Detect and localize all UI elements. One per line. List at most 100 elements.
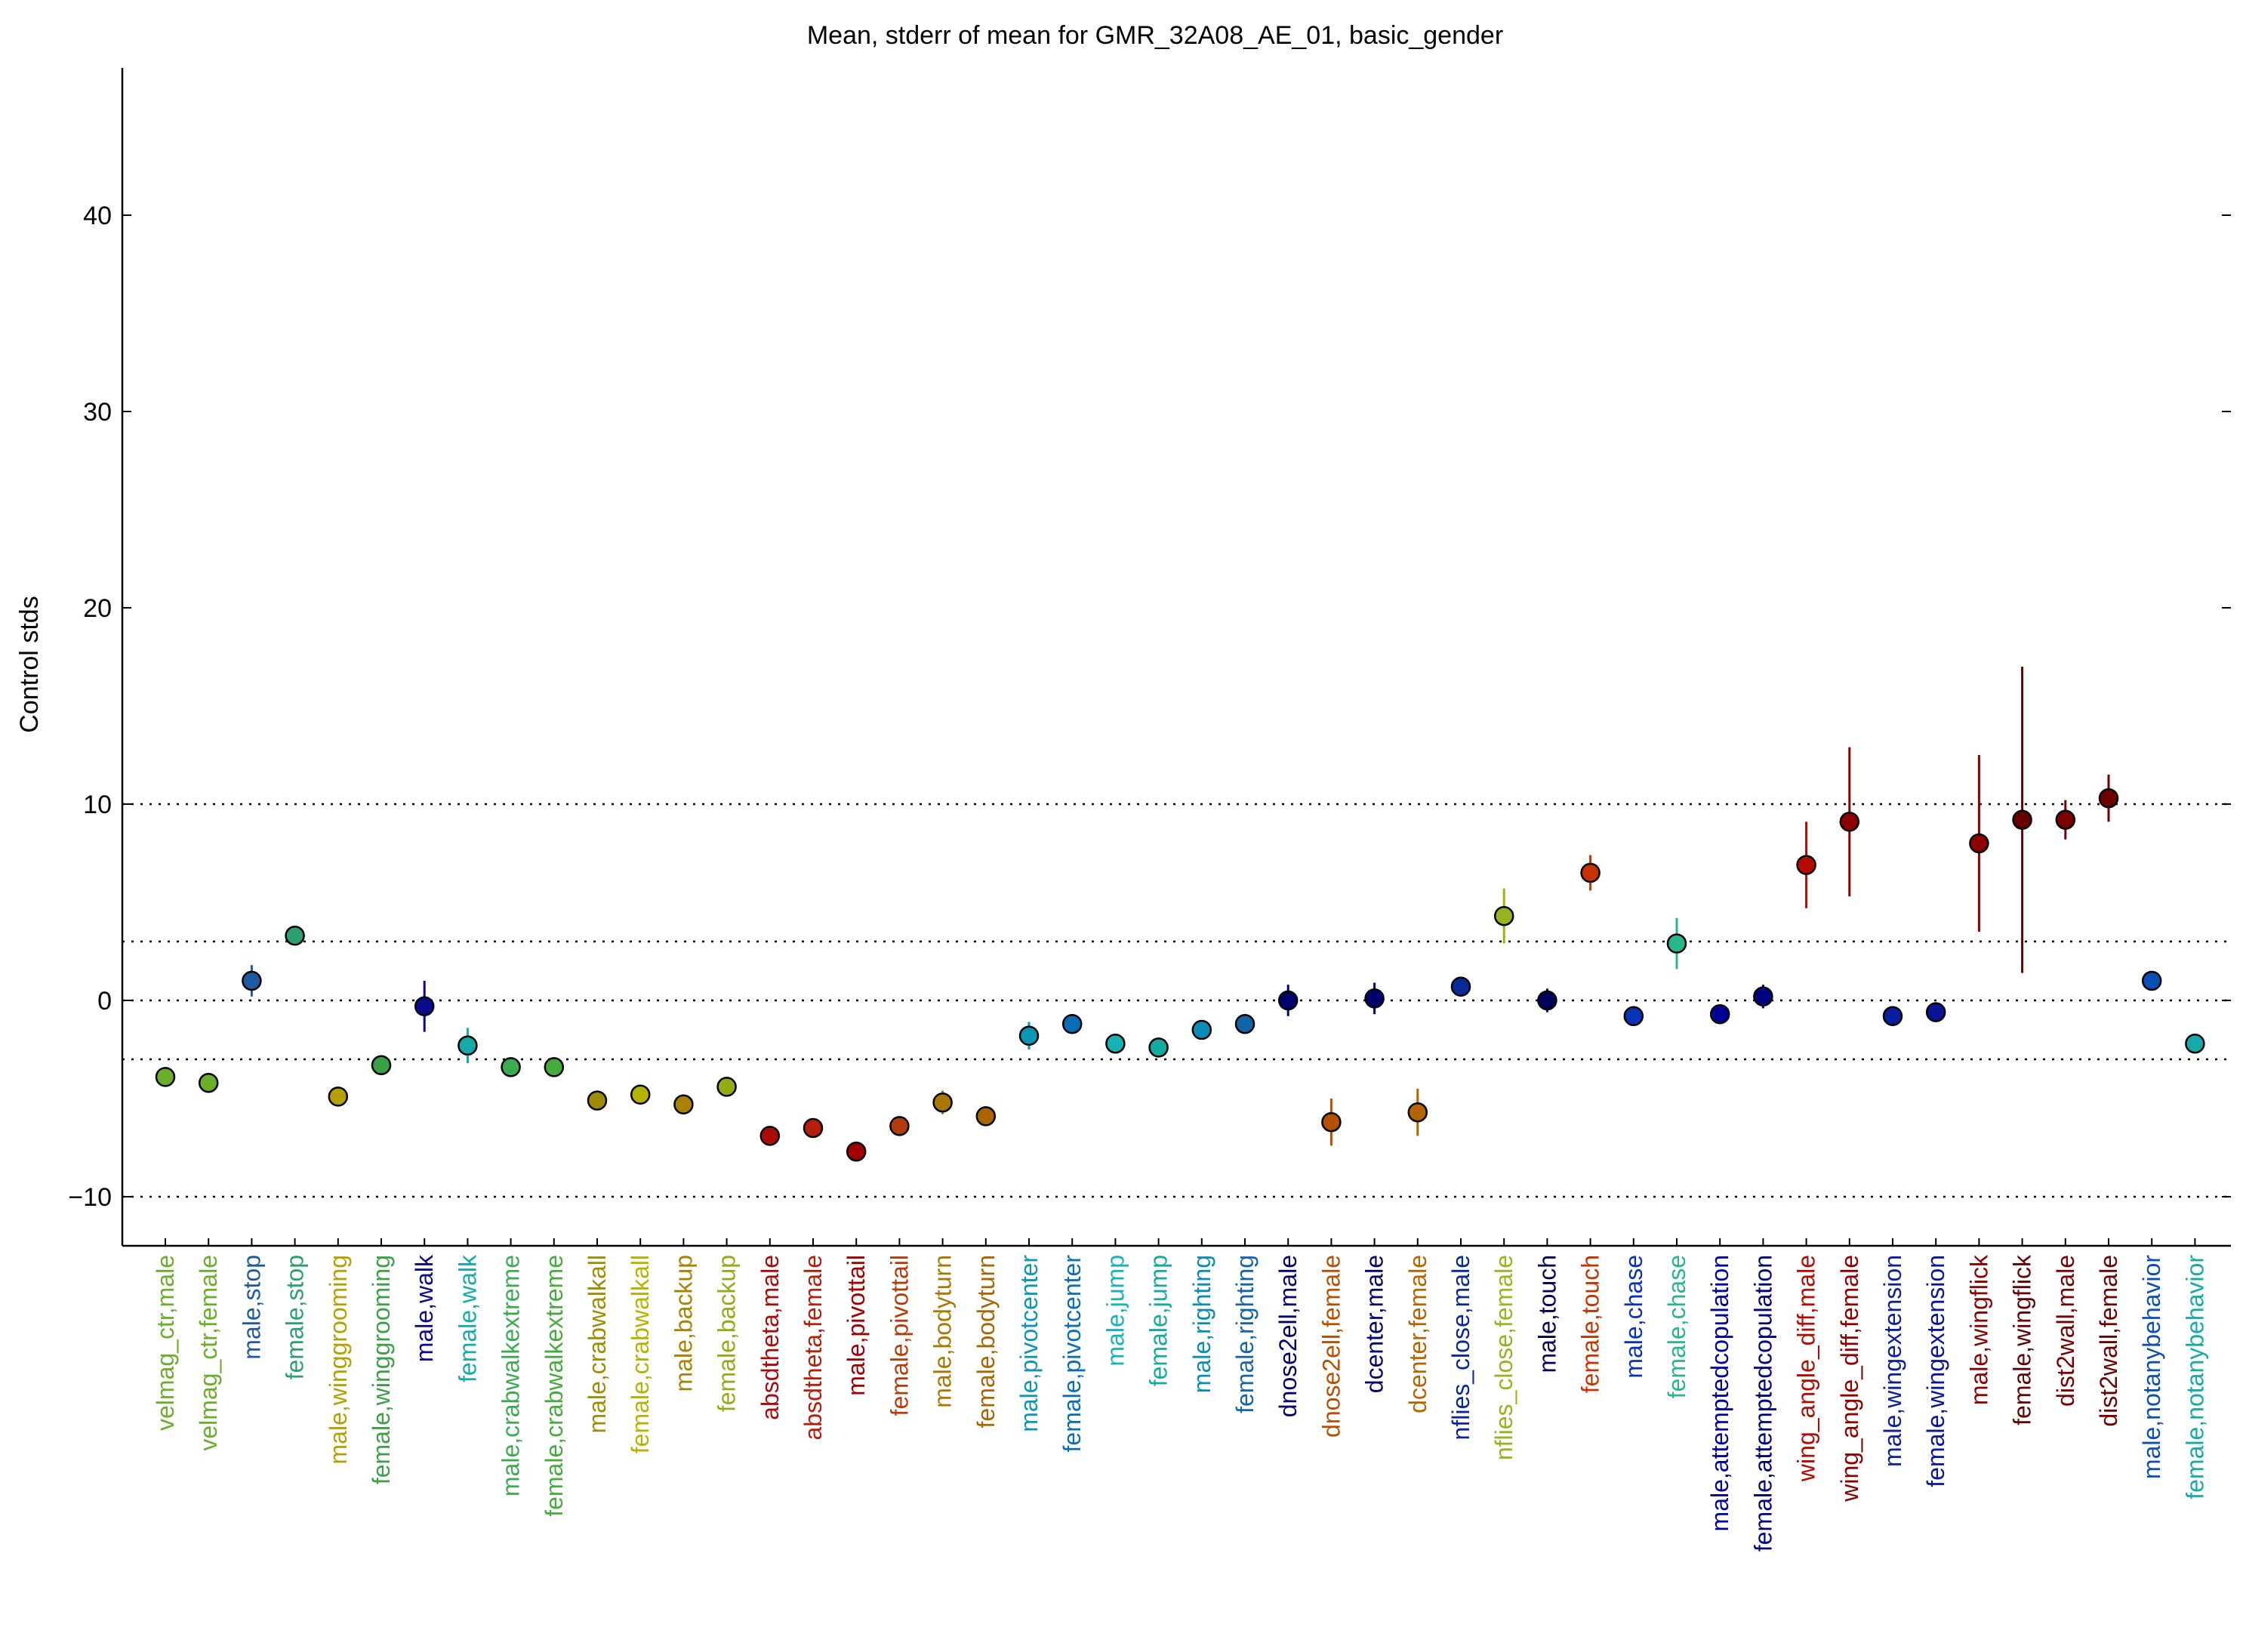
data-point — [1364, 988, 1385, 1009]
data-point — [2012, 809, 2032, 831]
x-tick-label: male,touch — [1533, 1255, 1560, 1373]
y-tick-label: 20 — [83, 594, 112, 623]
data-point — [1882, 1006, 1903, 1027]
data-point — [1925, 1002, 1946, 1022]
data-point — [1839, 812, 1860, 832]
data-point — [285, 925, 305, 946]
data-point — [328, 1086, 349, 1107]
x-tick-label: male,wingflick — [1965, 1254, 1992, 1405]
x-tick-label: female,chase — [1663, 1255, 1690, 1398]
x-tick-label: female,winggrooming — [368, 1255, 395, 1484]
data-point — [1277, 990, 1299, 1011]
data-point — [544, 1057, 565, 1077]
x-tick-label: male,jump — [1101, 1255, 1129, 1367]
data-point — [1709, 1003, 1730, 1025]
x-tick-label: female,pivotcenter — [1058, 1255, 1086, 1453]
x-tick-label: female,bodyturn — [972, 1255, 1000, 1428]
x-tick-label: velmag_ctr,female — [195, 1255, 222, 1451]
data-point — [587, 1090, 608, 1111]
data-point — [630, 1084, 651, 1105]
x-tick-label: dist2wall,female — [2095, 1255, 2122, 1427]
x-tick-label: dnose2ell,male — [1274, 1255, 1302, 1417]
x-tick-label: female,crabwalkall — [627, 1255, 654, 1453]
x-tick-label: female,attemptedcopulation — [1749, 1255, 1776, 1552]
x-tick-label: nflies_close,female — [1490, 1255, 1517, 1460]
data-point — [673, 1094, 694, 1115]
data-point — [242, 970, 262, 991]
x-tick-label: dist2wall,male — [2052, 1255, 2079, 1407]
data-point — [2141, 970, 2162, 991]
x-tick-label: female,notanybehavior — [2181, 1255, 2208, 1499]
y-tick-label: 0 — [97, 987, 112, 1016]
x-tick-label: dcenter,male — [1361, 1255, 1388, 1393]
data-point — [716, 1077, 737, 1097]
x-tick-label: female,pivottail — [886, 1255, 913, 1416]
x-tick-label: male,bodyturn — [929, 1255, 957, 1408]
data-point — [458, 1035, 478, 1056]
x-tick-label: female,stop — [282, 1255, 309, 1379]
x-tick-label: female,righting — [1231, 1255, 1259, 1413]
x-tick-label: male,crabwalkall — [584, 1255, 611, 1434]
data-point — [803, 1117, 824, 1139]
y-tick-label: −10 — [68, 1183, 112, 1212]
data-point — [2098, 787, 2119, 809]
data-point — [1321, 1111, 1342, 1133]
data-point — [1407, 1102, 1428, 1123]
data-point — [1666, 933, 1687, 954]
x-tick-label: female,jump — [1145, 1255, 1172, 1386]
data-point — [1191, 1019, 1212, 1040]
x-tick-label: male,walk — [411, 1254, 438, 1362]
x-tick-label: male,attemptedcopulation — [1706, 1255, 1733, 1531]
data-point — [501, 1057, 521, 1077]
x-tick-label: male,backup — [670, 1255, 697, 1392]
y-tick-label: 30 — [83, 398, 112, 427]
x-tick-label: male,chase — [1620, 1255, 1647, 1379]
x-tick-label: female,wingflick — [2009, 1254, 2036, 1425]
x-tick-label: male,righting — [1188, 1255, 1215, 1393]
data-point — [1105, 1033, 1126, 1054]
x-tick-label: nflies_close,male — [1447, 1255, 1474, 1440]
x-tick-label: absdtheta,female — [800, 1255, 827, 1441]
x-tick-label: absdtheta,male — [756, 1255, 784, 1420]
data-point — [932, 1092, 953, 1113]
x-tick-label: female,walk — [454, 1254, 481, 1382]
data-point — [1969, 833, 1989, 854]
y-tick-label: 40 — [83, 202, 112, 230]
x-tick-label: male,pivottail — [843, 1255, 870, 1396]
data-point — [1493, 905, 1514, 926]
data-point — [1061, 1013, 1083, 1034]
data-point — [1623, 1006, 1644, 1027]
data-point — [198, 1072, 219, 1093]
y-tick-label: 10 — [83, 791, 112, 819]
data-point — [2185, 1033, 2205, 1054]
data-point — [2055, 809, 2076, 831]
data-point — [1796, 855, 1816, 875]
x-tick-label: male,wingextension — [1879, 1255, 1906, 1467]
x-tick-label: female,touch — [1577, 1255, 1604, 1393]
data-point — [1148, 1037, 1169, 1058]
x-tick-label: male,winggrooming — [325, 1255, 352, 1464]
y-axis-label: Control stds — [15, 596, 44, 732]
x-tick-label: male,crabwalkextreme — [498, 1255, 525, 1496]
data-point — [889, 1116, 910, 1136]
data-point — [155, 1067, 176, 1087]
data-point — [1450, 976, 1471, 997]
data-point — [1018, 1025, 1040, 1046]
x-tick-label: female,backup — [713, 1255, 741, 1412]
data-point — [1753, 986, 1773, 1007]
data-point — [975, 1106, 997, 1127]
data-point — [414, 996, 435, 1017]
x-tick-label: male,stop — [238, 1255, 265, 1360]
data-point — [759, 1126, 781, 1146]
x-tick-label: dnose2ell,female — [1317, 1255, 1345, 1438]
data-point — [846, 1141, 867, 1162]
x-tick-label: female,wingextension — [1922, 1255, 1949, 1487]
x-tick-label: wing_angle_diff,male — [1793, 1255, 1820, 1482]
data-point — [1580, 862, 1601, 883]
x-tick-label: dcenter,female — [1404, 1255, 1431, 1413]
data-point — [371, 1055, 392, 1076]
x-tick-label: male,pivotcenter — [1015, 1255, 1043, 1432]
data-point — [1234, 1013, 1255, 1034]
x-tick-label: velmag_ctr,male — [152, 1255, 179, 1431]
